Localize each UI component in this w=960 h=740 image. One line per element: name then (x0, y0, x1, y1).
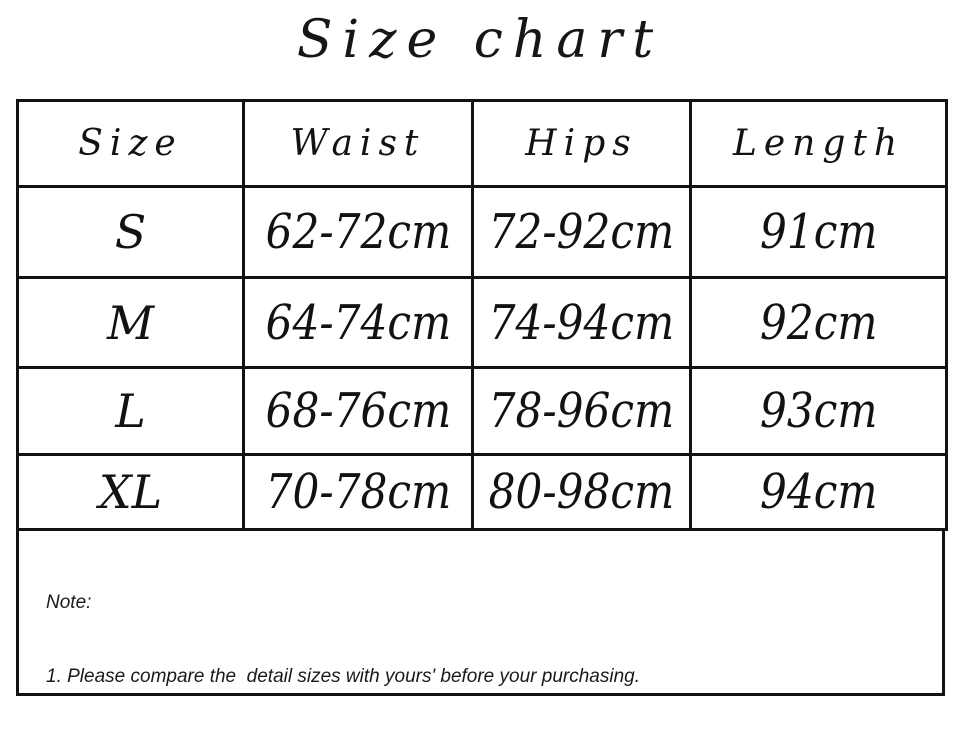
cell-hips: 74-94cm (471, 276, 692, 369)
note-heading: Note: (46, 592, 92, 613)
cell-waist: 64-74cm (242, 276, 474, 369)
column-header-length: Length (689, 99, 948, 188)
cell-waist: 62-72cm (242, 185, 474, 279)
table-row-xl: XL 70-78cm 80-98cm 94cm (16, 453, 948, 531)
cell-size: M (16, 276, 245, 369)
size-chart-table: Size Waist Hips Length S 62-72cm 72-92cm… (16, 99, 948, 531)
size-chart-container: Size Waist Hips Length S 62-72cm 72-92cm… (16, 99, 948, 740)
column-header-size: Size (16, 99, 245, 188)
cell-waist: 68-76cm (242, 366, 474, 456)
cell-value: 70-78cm (265, 464, 451, 520)
note-section: Note: 1. Please compare the detail sizes… (16, 531, 945, 740)
cell-value: 72-92cm (488, 204, 675, 260)
cell-length: 93cm (689, 366, 948, 456)
cell-length: 94cm (689, 453, 948, 531)
cell-size: S (16, 185, 245, 279)
cell-value: 92cm (759, 294, 878, 351)
cell-value: 78-96cm (488, 383, 675, 439)
cell-hips: 80-98cm (471, 453, 692, 531)
table-row-m: M 64-74cm 74-94cm 92cm (16, 276, 948, 369)
cell-length: 91cm (689, 185, 948, 279)
cell-value: 64-74cm (265, 294, 451, 351)
cell-value: 74-94cm (488, 294, 675, 351)
note-line-1: 1. Please compare the detail sizes with … (46, 665, 640, 687)
cell-value: 68-76cm (265, 383, 451, 439)
page-title: Size chart (296, 10, 664, 70)
column-header-hips: Hips (471, 99, 692, 188)
cell-value: 62-72cm (265, 204, 451, 260)
table-row-s: S 62-72cm 72-92cm 91cm (16, 185, 948, 279)
cell-size: XL (16, 453, 245, 531)
cell-hips: 78-96cm (471, 366, 692, 456)
table-row-l: L 68-76cm 78-96cm 93cm (16, 366, 948, 456)
cell-value: 80-98cm (488, 464, 675, 520)
column-header-waist: Waist (242, 99, 474, 188)
cell-length: 92cm (689, 276, 948, 369)
cell-value: 91cm (759, 204, 878, 260)
cell-waist: 70-78cm (242, 453, 474, 531)
cell-value: 94cm (759, 464, 878, 520)
cell-size: L (16, 366, 245, 456)
table-header-row: Size Waist Hips Length (16, 99, 948, 188)
cell-hips: 72-92cm (471, 185, 692, 279)
cell-value: 93cm (759, 383, 878, 439)
